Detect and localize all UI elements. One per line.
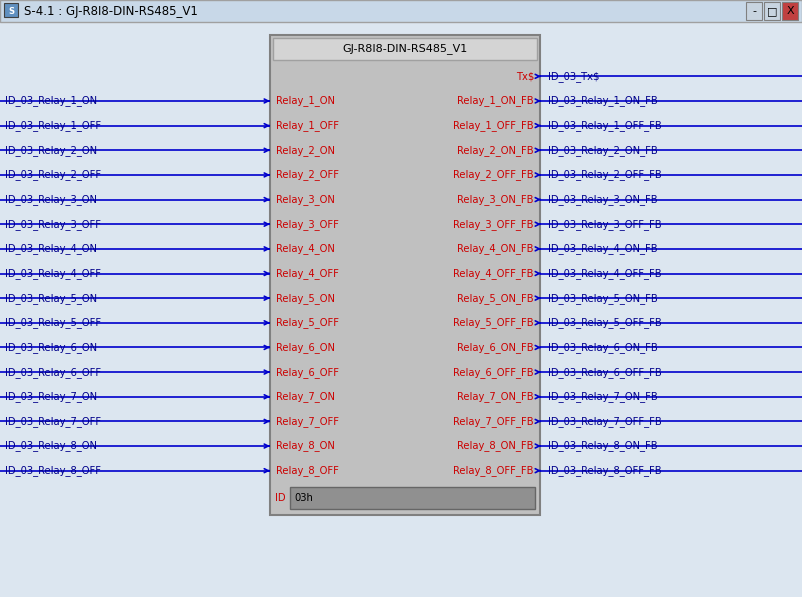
Text: ID_03_Relay_2_ON_FB: ID_03_Relay_2_ON_FB bbox=[548, 145, 658, 156]
Text: ID_03_Relay_2_OFF_FB: ID_03_Relay_2_OFF_FB bbox=[548, 170, 662, 180]
Bar bbox=[0, 0, 802, 22]
Text: X: X bbox=[786, 6, 794, 16]
Text: Relay_3_ON: Relay_3_ON bbox=[276, 194, 335, 205]
Text: ID_03_Relay_8_OFF_FB: ID_03_Relay_8_OFF_FB bbox=[548, 465, 662, 476]
Text: Relay_3_ON_FB: Relay_3_ON_FB bbox=[457, 194, 534, 205]
Text: ID_03_Relay_4_ON: ID_03_Relay_4_ON bbox=[5, 244, 97, 254]
Text: S-4.1 : GJ-R8I8-DIN-RS485_V1: S-4.1 : GJ-R8I8-DIN-RS485_V1 bbox=[24, 5, 198, 17]
Text: -: - bbox=[752, 6, 756, 16]
Text: 03h: 03h bbox=[294, 493, 313, 503]
Text: ID_03_Relay_6_OFF_FB: ID_03_Relay_6_OFF_FB bbox=[548, 367, 662, 377]
Text: □: □ bbox=[767, 6, 777, 16]
Text: Relay_6_OFF_FB: Relay_6_OFF_FB bbox=[453, 367, 534, 377]
Text: ID_03_Relay_5_OFF_FB: ID_03_Relay_5_OFF_FB bbox=[548, 318, 662, 328]
Text: Relay_8_ON: Relay_8_ON bbox=[276, 441, 335, 451]
Text: Relay_6_OFF: Relay_6_OFF bbox=[276, 367, 339, 377]
Text: Relay_8_ON_FB: Relay_8_ON_FB bbox=[457, 441, 534, 451]
Text: Relay_7_OFF_FB: Relay_7_OFF_FB bbox=[453, 416, 534, 427]
Text: Relay_7_ON_FB: Relay_7_ON_FB bbox=[457, 391, 534, 402]
Bar bbox=[764, 2, 780, 20]
Text: Relay_1_ON_FB: Relay_1_ON_FB bbox=[457, 96, 534, 106]
Text: Relay_7_OFF: Relay_7_OFF bbox=[276, 416, 339, 427]
Text: ID_03_Relay_1_ON: ID_03_Relay_1_ON bbox=[5, 96, 97, 106]
Text: ID_03_Relay_4_OFF_FB: ID_03_Relay_4_OFF_FB bbox=[548, 268, 662, 279]
Text: Tx$: Tx$ bbox=[516, 71, 534, 81]
Text: ID_03_Relay_8_OFF: ID_03_Relay_8_OFF bbox=[5, 465, 101, 476]
Text: Relay_1_OFF: Relay_1_OFF bbox=[276, 120, 339, 131]
Text: ID_03_Relay_4_ON_FB: ID_03_Relay_4_ON_FB bbox=[548, 244, 658, 254]
Bar bbox=[746, 2, 762, 20]
Text: GJ-R8I8-DIN-RS485_V1: GJ-R8I8-DIN-RS485_V1 bbox=[342, 44, 468, 54]
Text: Relay_4_ON: Relay_4_ON bbox=[276, 244, 335, 254]
Text: Relay_6_ON: Relay_6_ON bbox=[276, 342, 335, 353]
Text: ID_03_Relay_6_ON: ID_03_Relay_6_ON bbox=[5, 342, 97, 353]
Text: Relay_6_ON_FB: Relay_6_ON_FB bbox=[457, 342, 534, 353]
Text: Relay_5_ON_FB: Relay_5_ON_FB bbox=[457, 293, 534, 304]
Text: Relay_2_OFF: Relay_2_OFF bbox=[276, 170, 339, 180]
Text: ID_03_Relay_3_ON_FB: ID_03_Relay_3_ON_FB bbox=[548, 194, 658, 205]
Text: ID_03_Relay_1_OFF: ID_03_Relay_1_OFF bbox=[5, 120, 101, 131]
Text: Relay_8_OFF: Relay_8_OFF bbox=[276, 465, 339, 476]
Text: ID_03_Relay_5_ON: ID_03_Relay_5_ON bbox=[5, 293, 97, 304]
Text: ID_03_Relay_3_OFF: ID_03_Relay_3_OFF bbox=[5, 219, 101, 230]
Bar bbox=[4, 3, 18, 17]
Bar bbox=[270, 35, 540, 515]
Text: ID_03_Relay_3_OFF_FB: ID_03_Relay_3_OFF_FB bbox=[548, 219, 662, 230]
Text: ID_03_Relay_7_OFF: ID_03_Relay_7_OFF bbox=[5, 416, 101, 427]
Text: ID_03_Relay_7_ON_FB: ID_03_Relay_7_ON_FB bbox=[548, 391, 658, 402]
Text: ID_03_Relay_4_OFF: ID_03_Relay_4_OFF bbox=[5, 268, 101, 279]
Text: Relay_5_OFF_FB: Relay_5_OFF_FB bbox=[453, 318, 534, 328]
Text: ID_03_Relay_8_ON_FB: ID_03_Relay_8_ON_FB bbox=[548, 441, 658, 451]
Text: ID_03_Relay_2_OFF: ID_03_Relay_2_OFF bbox=[5, 170, 101, 180]
Text: ID_03_Relay_6_ON_FB: ID_03_Relay_6_ON_FB bbox=[548, 342, 658, 353]
Text: ID_03_Relay_7_ON: ID_03_Relay_7_ON bbox=[5, 391, 97, 402]
Text: Relay_4_OFF_FB: Relay_4_OFF_FB bbox=[453, 268, 534, 279]
Text: ID: ID bbox=[275, 493, 286, 503]
Text: ID_03_Relay_1_OFF_FB: ID_03_Relay_1_OFF_FB bbox=[548, 120, 662, 131]
Text: Relay_2_ON: Relay_2_ON bbox=[276, 145, 335, 156]
Text: ID_03_Relay_8_ON: ID_03_Relay_8_ON bbox=[5, 441, 97, 451]
Text: Relay_5_ON: Relay_5_ON bbox=[276, 293, 335, 304]
Text: Relay_3_OFF: Relay_3_OFF bbox=[276, 219, 339, 230]
Text: ID_03_Relay_5_ON_FB: ID_03_Relay_5_ON_FB bbox=[548, 293, 658, 304]
Text: ID_03_Tx$: ID_03_Tx$ bbox=[548, 71, 600, 82]
Text: ID_03_Relay_7_OFF_FB: ID_03_Relay_7_OFF_FB bbox=[548, 416, 662, 427]
Text: Relay_3_OFF_FB: Relay_3_OFF_FB bbox=[453, 219, 534, 230]
Text: ID_03_Relay_3_ON: ID_03_Relay_3_ON bbox=[5, 194, 97, 205]
Text: ID_03_Relay_5_OFF: ID_03_Relay_5_OFF bbox=[5, 318, 101, 328]
Text: ID_03_Relay_6_OFF: ID_03_Relay_6_OFF bbox=[5, 367, 101, 377]
Text: S: S bbox=[8, 7, 14, 16]
Text: Relay_7_ON: Relay_7_ON bbox=[276, 391, 335, 402]
Text: Relay_2_ON_FB: Relay_2_ON_FB bbox=[457, 145, 534, 156]
Bar bbox=[782, 2, 798, 20]
Text: Relay_1_OFF_FB: Relay_1_OFF_FB bbox=[453, 120, 534, 131]
Bar bbox=[290, 487, 535, 509]
Bar bbox=[273, 38, 537, 60]
Text: Relay_5_OFF: Relay_5_OFF bbox=[276, 318, 339, 328]
Text: ID_03_Relay_1_ON_FB: ID_03_Relay_1_ON_FB bbox=[548, 96, 658, 106]
Text: Relay_1_ON: Relay_1_ON bbox=[276, 96, 335, 106]
Text: Relay_8_OFF_FB: Relay_8_OFF_FB bbox=[453, 465, 534, 476]
Text: ID_03_Relay_2_ON: ID_03_Relay_2_ON bbox=[5, 145, 97, 156]
Text: Relay_4_OFF: Relay_4_OFF bbox=[276, 268, 339, 279]
Text: Relay_4_ON_FB: Relay_4_ON_FB bbox=[457, 244, 534, 254]
Text: Relay_2_OFF_FB: Relay_2_OFF_FB bbox=[453, 170, 534, 180]
